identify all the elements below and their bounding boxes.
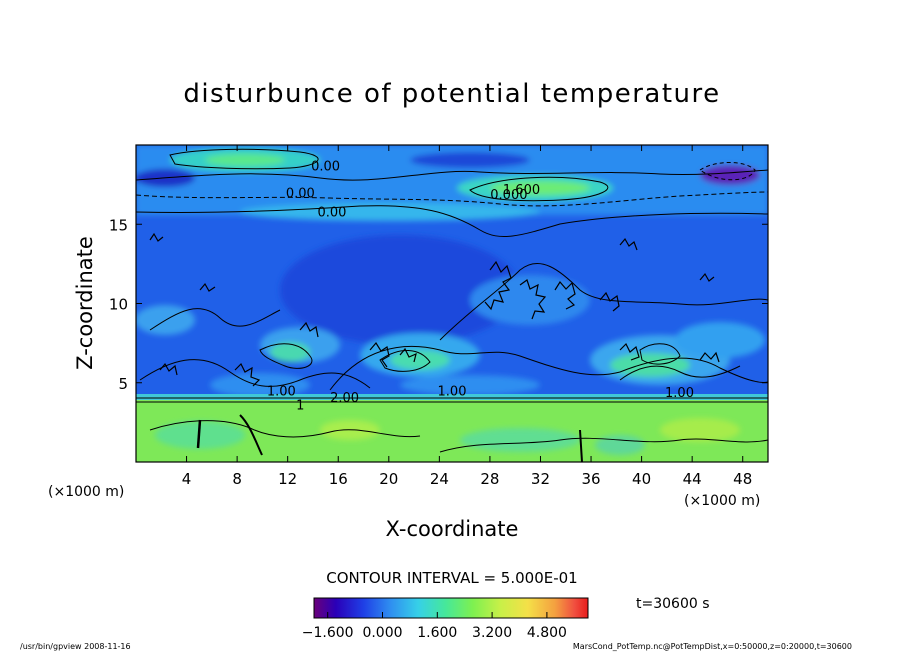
- footer-left: /usr/bin/gpview 2008-11-16: [20, 642, 131, 651]
- y-axis-title: Z-coordinate: [73, 236, 97, 370]
- x-axis-title: X-coordinate: [386, 517, 519, 541]
- x-tick-label-44: 44: [683, 470, 702, 488]
- chart-title: disturbunce of potential temperature: [183, 79, 720, 109]
- x-tick-label-32: 32: [531, 470, 550, 488]
- contour-scribbles: [149, 232, 720, 387]
- x-axis: 4 8 12 16 20 24 28 32 36 40 44 48: [182, 145, 752, 488]
- contour-label-3: 0.000: [490, 188, 527, 203]
- x-axis-unit: (×1000 m): [684, 493, 760, 509]
- y-tick-label-5: 5: [118, 375, 128, 393]
- contour-label-7: 1.00: [438, 384, 467, 399]
- contour-label-8: 1.00: [665, 386, 694, 401]
- footer-right: MarsCond_PotTemp.nc@PotTempDist,x=0:5000…: [573, 642, 852, 651]
- x-tick-label-48: 48: [733, 470, 752, 488]
- colorbar-tick-label-2: 1.600: [417, 625, 457, 641]
- x-tick-label-12: 12: [278, 470, 297, 488]
- contour-label-4: 1.600: [503, 183, 540, 198]
- x-tick-label-20: 20: [379, 470, 398, 488]
- y-tick-label-15: 15: [109, 216, 128, 234]
- colorbar-tick-label-0: −1.600: [302, 625, 354, 641]
- x-tick-label-24: 24: [430, 470, 449, 488]
- time-label: t=30600 s: [636, 596, 710, 612]
- contour-label-5: 1.00: [267, 384, 296, 399]
- contour-label-0: 0.00: [311, 159, 340, 174]
- contour-label-9: 1: [296, 399, 304, 414]
- x-tick-label-8: 8: [232, 470, 242, 488]
- x-tick-label-4: 4: [182, 470, 192, 488]
- y-axis-unit: (×1000 m): [48, 484, 124, 500]
- contour-label-2: 0.00: [317, 205, 346, 220]
- contour-lines: [136, 148, 768, 462]
- colorbar-tick-label-1: 0.000: [362, 625, 402, 641]
- y-tick-label-10: 10: [109, 296, 128, 314]
- colorbar-tick-label-3: 3.200: [472, 625, 512, 641]
- y-axis: 5 10 15: [109, 216, 768, 393]
- colorbar-ticks: −1.600 0.000 1.600 3.200 4.800: [302, 612, 567, 641]
- contour-label-1: 0.00: [286, 186, 315, 201]
- field-blobs: [136, 145, 768, 397]
- x-tick-label-36: 36: [581, 470, 600, 488]
- contour-label-6: 2.00: [330, 391, 359, 406]
- contour-interval-label: CONTOUR INTERVAL = 5.000E-01: [326, 569, 577, 587]
- x-tick-label-16: 16: [329, 470, 348, 488]
- colorbar-tick-label-4: 4.800: [527, 625, 567, 641]
- x-tick-label-28: 28: [480, 470, 499, 488]
- x-tick-label-40: 40: [632, 470, 651, 488]
